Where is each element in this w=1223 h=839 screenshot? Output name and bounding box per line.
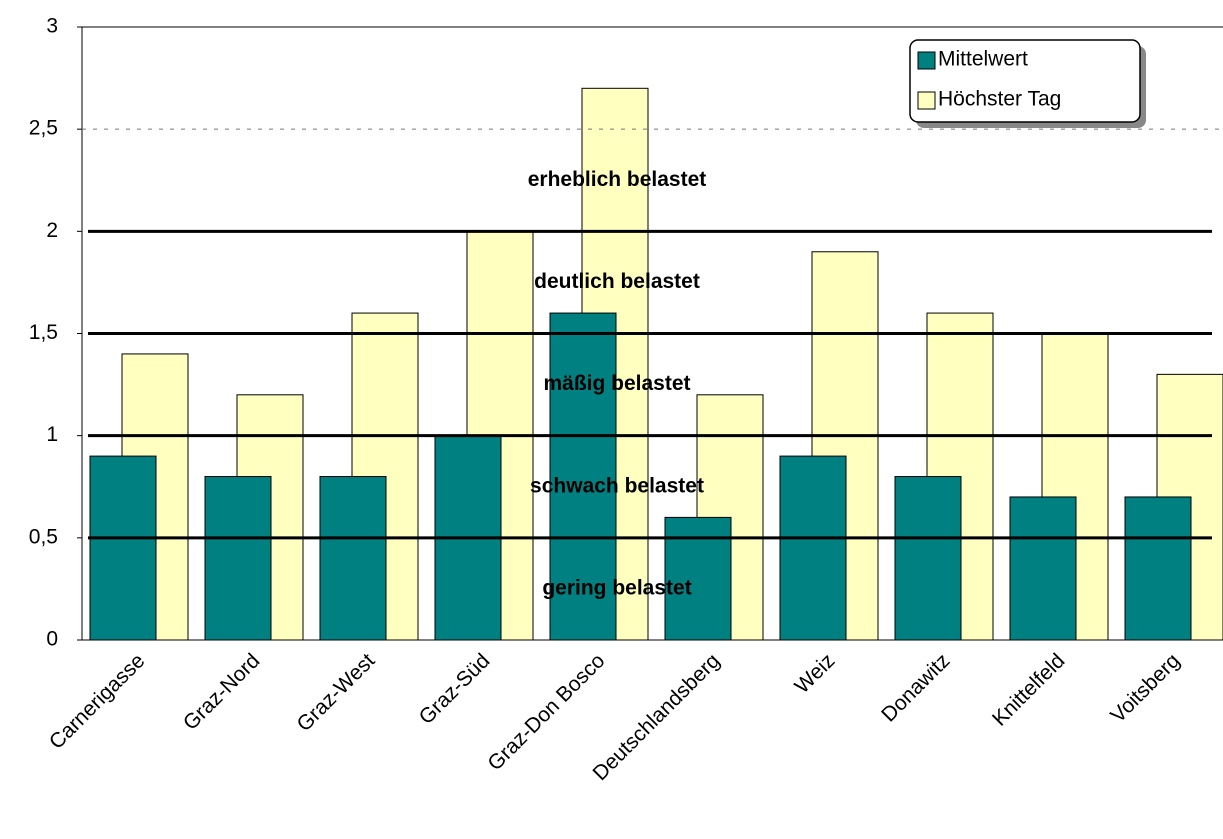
x-tick-label: Graz-Süd bbox=[415, 649, 495, 729]
legend bbox=[909, 39, 1141, 123]
zone-label: schwach belastet bbox=[530, 474, 704, 497]
x-tick-label: Voitsberg bbox=[1106, 649, 1184, 727]
x-tick-label: Weiz bbox=[790, 649, 839, 698]
legend-label: Mittelwert bbox=[938, 48, 1028, 71]
y-tick-label: 0,5 bbox=[29, 525, 58, 548]
x-tick-label: Graz-Don Bosco bbox=[483, 649, 609, 775]
y-tick-label: 1,5 bbox=[29, 321, 58, 344]
bar bbox=[779, 455, 847, 641]
bar bbox=[1124, 496, 1192, 641]
y-tick-label: 0 bbox=[46, 628, 58, 651]
zone-label: mäßig belastet bbox=[543, 372, 690, 395]
bar bbox=[549, 312, 617, 641]
zone-label: deutlich belastet bbox=[534, 270, 700, 293]
legend-label: Höchster Tag bbox=[938, 88, 1061, 111]
zone-label: gering belastet bbox=[542, 576, 691, 599]
x-tick-label: Graz-West bbox=[293, 649, 380, 736]
x-tick-label: Knittelfeld bbox=[988, 649, 1069, 730]
y-tick-label: 3 bbox=[46, 15, 58, 38]
bar bbox=[319, 476, 387, 641]
y-tick-label: 2,5 bbox=[29, 117, 58, 140]
zone-label: erheblich belastet bbox=[528, 168, 707, 191]
x-tick-label: Donawitz bbox=[877, 649, 954, 726]
bar bbox=[204, 476, 272, 641]
y-tick-label: 1 bbox=[46, 423, 58, 446]
x-tick-label: Graz-Nord bbox=[179, 649, 265, 735]
x-tick-label: Deutschlandsberg bbox=[588, 649, 724, 785]
legend-swatch bbox=[917, 91, 936, 110]
bar bbox=[1009, 496, 1077, 641]
bar bbox=[894, 476, 962, 641]
bar bbox=[89, 455, 157, 641]
y-tick-label: 2 bbox=[46, 219, 58, 242]
x-tick-label: Carnerigasse bbox=[45, 649, 150, 754]
legend-swatch bbox=[917, 51, 936, 70]
